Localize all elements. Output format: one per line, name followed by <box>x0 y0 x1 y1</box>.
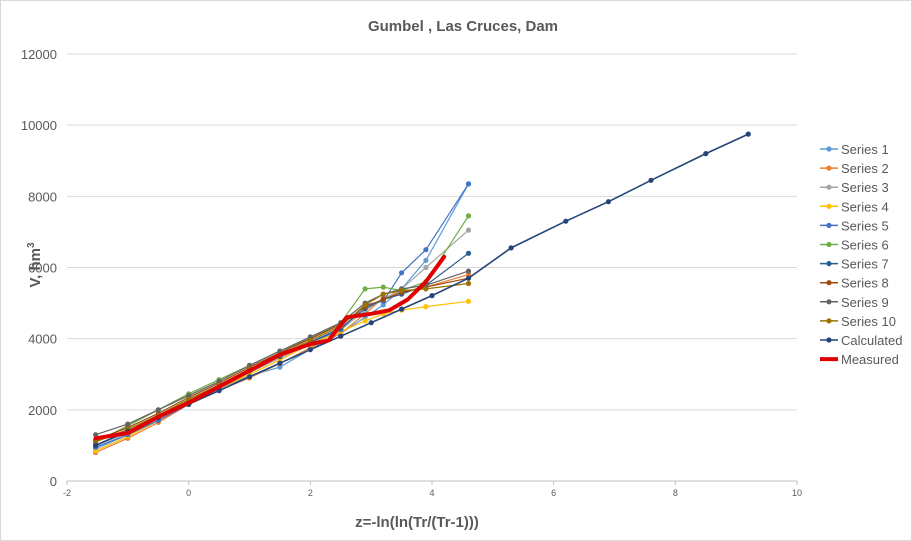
legend-marker-series-9 <box>826 299 832 305</box>
point-series-3-13 <box>465 227 472 233</box>
point-series-10-7 <box>307 337 313 343</box>
legend-label-series-2: Series 2 <box>841 161 889 176</box>
legend-label-series-3: Series 3 <box>841 180 889 195</box>
point-calculated-5 <box>246 374 253 380</box>
x-tick-label-4: 4 <box>429 488 434 498</box>
point-series-9-13 <box>465 268 472 274</box>
legend-marker-calculated <box>826 337 832 343</box>
y-tick-labels: 0 2000 4000 6000 8000 10000 12000 <box>21 47 57 489</box>
point-series-7-13 <box>465 250 472 256</box>
point-series-9-1 <box>125 421 131 427</box>
point-series-1-12 <box>423 257 429 263</box>
point-calculated-12 <box>465 275 472 281</box>
y-tick-label-12000: 12000 <box>21 47 57 62</box>
series-line-series-8 <box>94 277 470 441</box>
legend-marker-series-7 <box>826 261 832 267</box>
point-series-10-11 <box>399 288 405 294</box>
point-calculated-7 <box>307 347 313 353</box>
y-axis-label-superscript: 3 <box>26 242 37 248</box>
series-line-measured <box>93 254 447 441</box>
point-calculated-18 <box>745 131 751 137</box>
legend-label-series-8: Series 8 <box>841 276 889 291</box>
legend-label-series-10: Series 10 <box>841 314 896 329</box>
x-tick-label-6: 6 <box>551 488 556 498</box>
y-tick-label-4000: 4000 <box>28 332 57 347</box>
y-axis-label: V, hm3 <box>26 242 44 287</box>
point-series-6-10 <box>380 284 386 290</box>
point-series-4-9 <box>362 318 368 324</box>
x-tick-label-10: 10 <box>792 488 802 498</box>
legend-marker-series-3 <box>826 184 832 190</box>
legend-marker-series-2 <box>826 165 832 171</box>
point-calculated-15 <box>605 199 612 205</box>
point-calculated-6 <box>277 360 283 366</box>
y-axis-label-main: V, hm <box>27 248 44 287</box>
series-line-series-9 <box>94 270 470 436</box>
legend-label-series-1: Series 1 <box>841 142 889 157</box>
point-series-4-0 <box>93 448 99 454</box>
point-series-4-12 <box>423 304 429 310</box>
legend-label-series-5: Series 5 <box>841 218 889 233</box>
point-calculated-11 <box>429 293 435 299</box>
legend-label-series-4: Series 4 <box>841 199 889 214</box>
y-tick-label-8000: 8000 <box>28 189 57 204</box>
x-tick-label--2: -2 <box>63 488 71 498</box>
point-calculated-9 <box>368 320 374 326</box>
legend-label-series-6: Series 6 <box>841 238 889 253</box>
point-series-3-12 <box>423 264 429 271</box>
point-series-5-12 <box>423 247 429 253</box>
point-calculated-0 <box>93 442 99 448</box>
point-series-9-2 <box>155 407 161 413</box>
x-tick-labels: -2 0 2 4 6 8 10 <box>63 488 802 498</box>
point-series-6-9 <box>362 286 368 292</box>
point-calculated-10 <box>399 306 405 312</box>
chart-title: Gumbel , Las Cruces, Dam <box>368 18 558 35</box>
point-series-5-13 <box>465 181 472 187</box>
point-calculated-17 <box>703 151 709 157</box>
point-series-10-13 <box>465 280 472 287</box>
legend-label-calculated: Calculated <box>841 333 902 348</box>
point-calculated-13 <box>508 245 514 251</box>
legend-marker-series-4 <box>826 203 832 209</box>
point-series-10-9 <box>362 302 368 308</box>
x-tick-label-2: 2 <box>308 488 313 498</box>
gridlines <box>67 53 797 411</box>
point-series-1-10 <box>380 302 386 308</box>
point-calculated-14 <box>563 218 569 224</box>
y-tick-label-10000: 10000 <box>21 118 57 133</box>
point-series-9-0 <box>93 432 99 438</box>
legend: Series 1 Series 2 Series 3 Series 4 Series 5… <box>820 142 902 367</box>
x-tick-label-8: 8 <box>673 488 678 498</box>
point-calculated-16 <box>648 177 654 183</box>
point-series-9-3 <box>186 393 192 399</box>
point-series-8-10 <box>380 296 386 303</box>
legend-label-series-7: Series 7 <box>841 257 889 272</box>
legend-label-series-9: Series 9 <box>841 295 889 310</box>
x-axis-label: z=-ln(ln(Tr/(Tr-1))) <box>355 514 479 531</box>
legend-marker-series-5 <box>826 222 832 228</box>
legend-marker-series-1 <box>826 146 832 152</box>
axes <box>66 480 798 485</box>
series-group <box>93 131 751 456</box>
point-series-10-12 <box>423 286 429 292</box>
x-tick-label-0: 0 <box>186 488 191 498</box>
point-series-6-13 <box>465 213 472 219</box>
y-tick-label-6000: 6000 <box>28 261 57 276</box>
legend-marker-series-8 <box>826 280 832 286</box>
legend-marker-series-10 <box>826 318 832 324</box>
point-series-4-13 <box>465 298 472 304</box>
legend-label-measured: Measured <box>841 352 899 367</box>
point-series-5-11 <box>399 270 405 276</box>
y-tick-label-0: 0 <box>50 474 57 489</box>
legend-marker-series-6 <box>826 241 832 248</box>
y-tick-label-2000: 2000 <box>28 403 57 418</box>
point-calculated-8 <box>338 333 344 339</box>
point-series-10-10 <box>380 291 386 297</box>
